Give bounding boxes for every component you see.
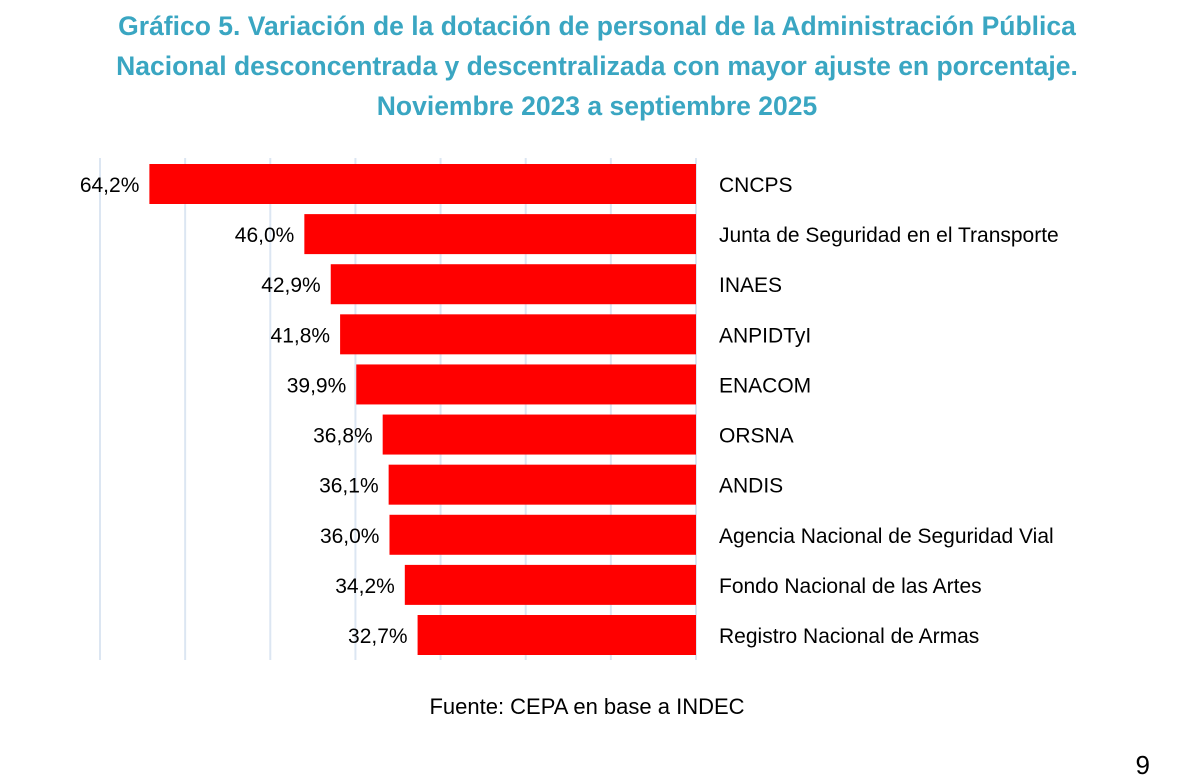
data-label: 64,2% [80, 174, 140, 197]
category-label: ANDIS [719, 475, 783, 498]
bar-8 [389, 514, 696, 555]
category-label: Fondo Nacional de las Artes [719, 575, 982, 598]
bar-4 [340, 314, 696, 355]
chart-title: Gráfico 5. Variación de la dotación de p… [0, 6, 1194, 126]
source-note: Fuente: CEPA en base a INDEC [429, 694, 745, 719]
category-label: ANPIDTyI [719, 324, 811, 347]
data-label: 36,8% [313, 425, 373, 448]
bar-6 [382, 414, 696, 455]
title-line-1: Gráfico 5. Variación de la dotación de p… [118, 11, 1076, 41]
page-number: 9 [1135, 750, 1150, 780]
data-label: 34,2% [335, 575, 395, 598]
bar-1 [149, 164, 696, 204]
bar-9 [404, 564, 696, 605]
data-label: 41,8% [271, 324, 331, 347]
data-label: 39,9% [287, 374, 347, 397]
bar-chart: 64,2% CNCPS 46,0% Junta de Seguridad en el … [80, 158, 1059, 660]
title-line-3: Noviembre 2023 a septiembre 2025 [376, 91, 818, 121]
bar-3 [330, 264, 696, 305]
data-label: 36,0% [320, 525, 380, 548]
data-label: 36,1% [319, 475, 379, 498]
bar-7 [388, 464, 696, 505]
data-label: 42,9% [261, 274, 321, 297]
category-label: ORSNA [719, 425, 794, 448]
bar-5 [356, 364, 696, 405]
data-label: 46,0% [235, 224, 295, 247]
category-label: CNCPS [719, 174, 793, 197]
category-label: INAES [719, 274, 782, 297]
bar-10 [417, 615, 696, 655]
category-label: ENACOM [719, 374, 811, 397]
data-label: 32,7% [348, 625, 408, 648]
bar-2 [304, 214, 696, 255]
category-label: Agencia Nacional de Seguridad Vial [719, 525, 1054, 548]
category-label: Registro Nacional de Armas [719, 625, 979, 648]
title-line-2: Nacional desconcentrada y descentralizad… [116, 51, 1078, 81]
category-label: Junta de Seguridad en el Transporte [719, 224, 1059, 247]
